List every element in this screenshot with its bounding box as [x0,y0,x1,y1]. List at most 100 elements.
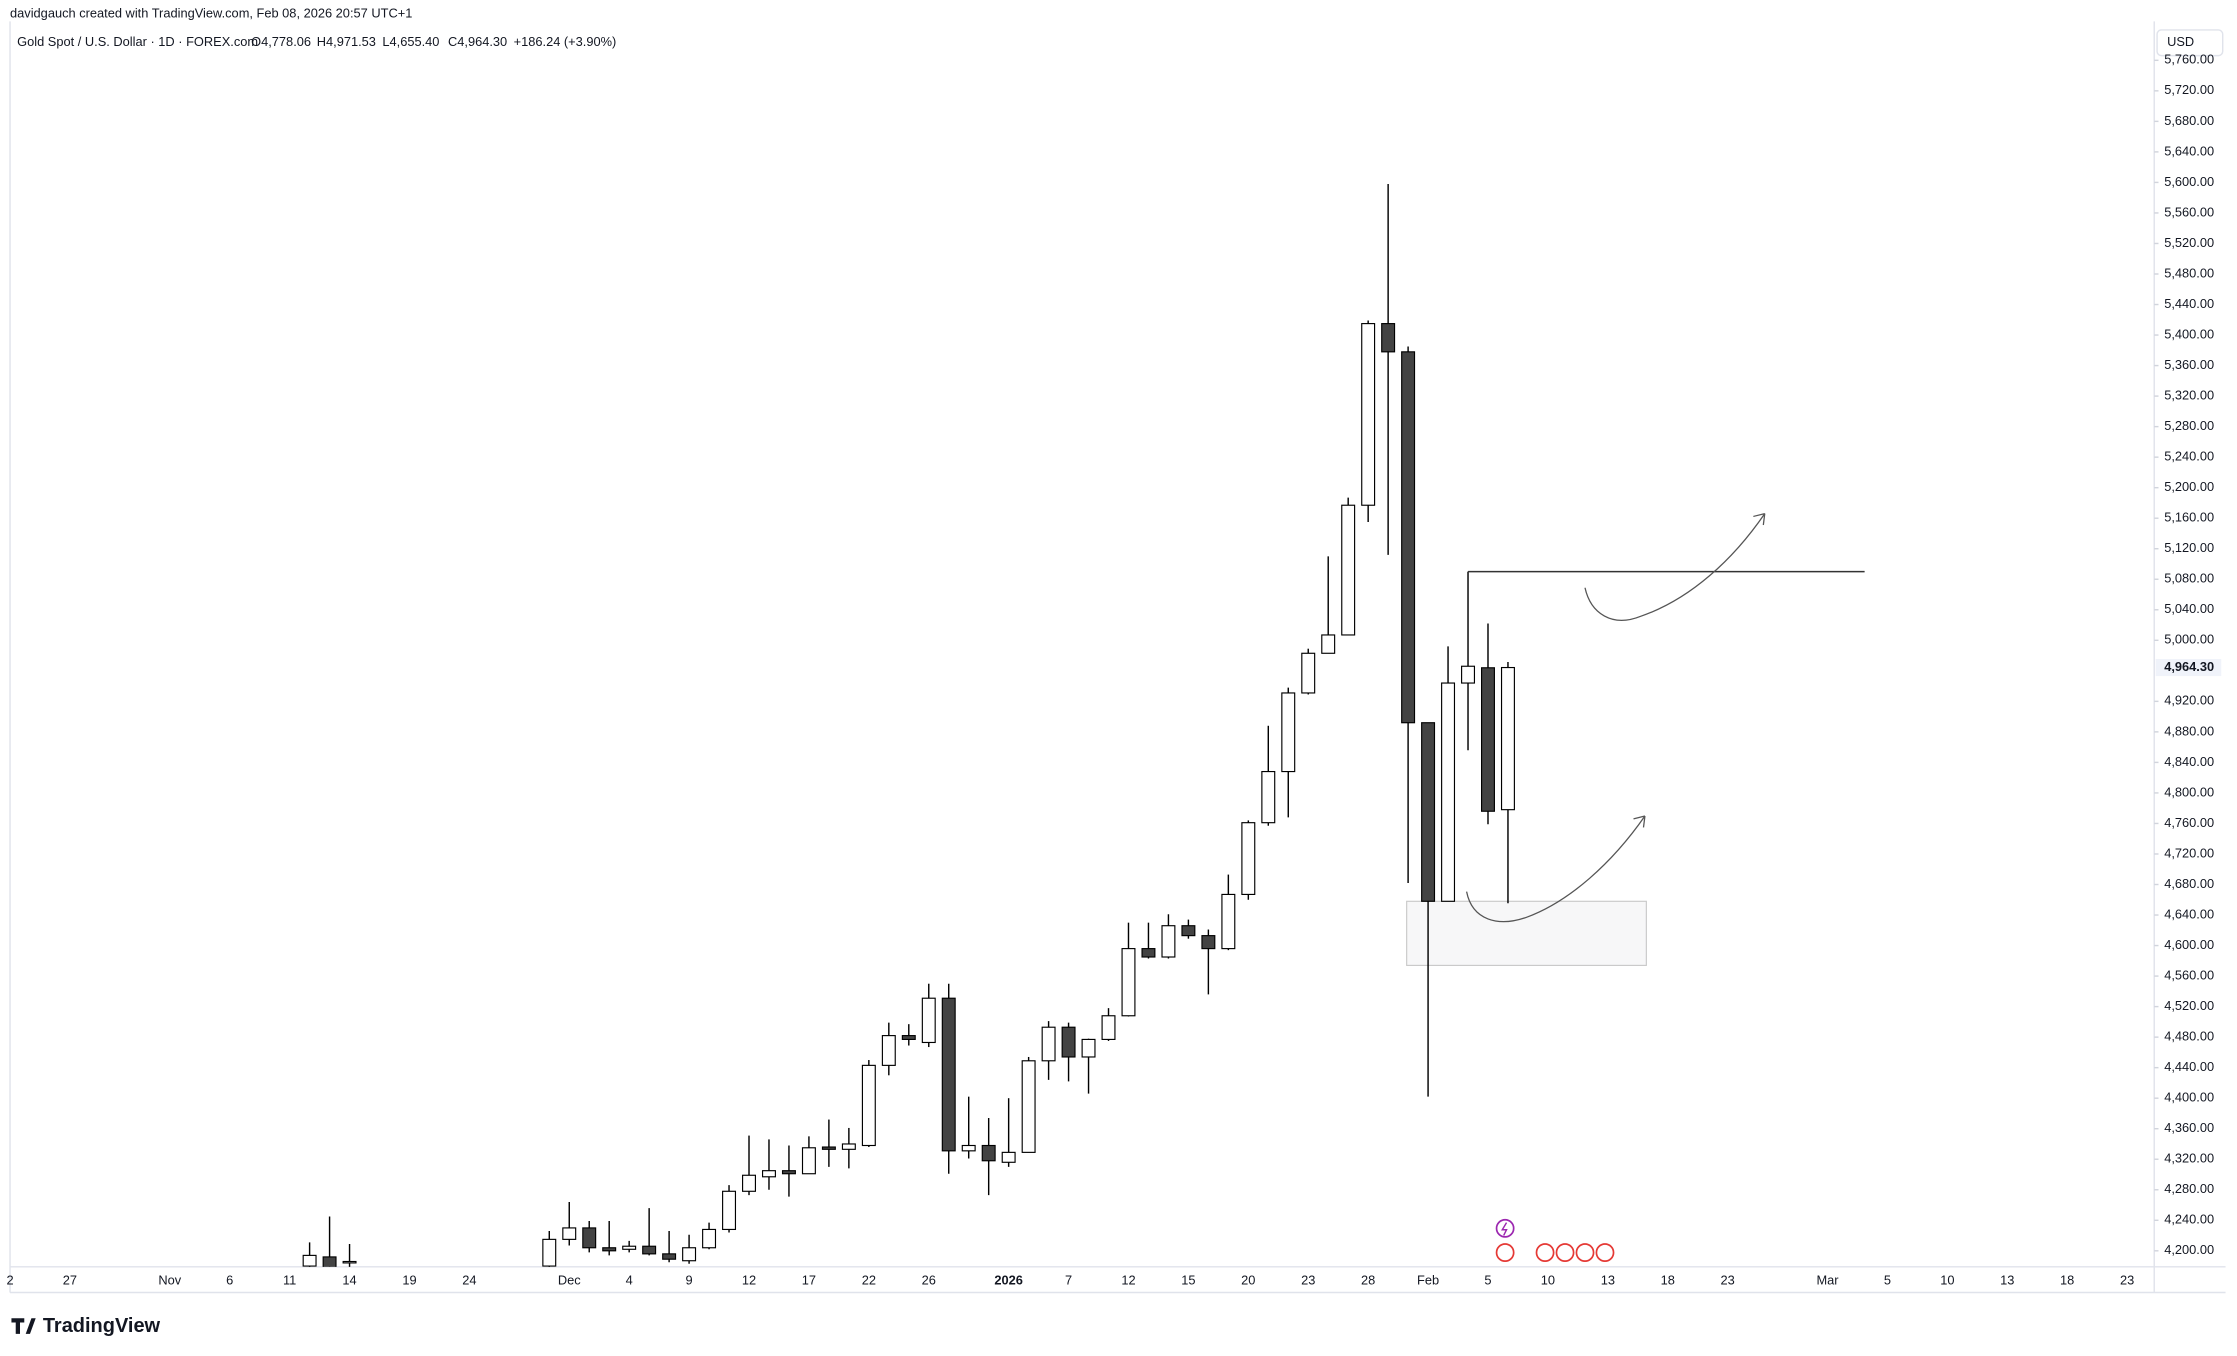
candle-body [881,1035,896,1066]
event-flag[interactable] [1535,1243,1555,1262]
candle-body [1061,1026,1076,1058]
y-tick-label: 4,400.00 [2164,1090,2214,1105]
candle-body [1341,504,1356,636]
event-flag[interactable] [1575,1243,1595,1262]
candle-body [821,1146,836,1150]
candle-body [1301,652,1316,694]
x-tick-label: 13 [2000,1272,2014,1287]
x-tick-label: 2 [6,1272,13,1287]
currency-button[interactable] [2156,29,2224,57]
candle-body [861,1064,876,1147]
candle-body [302,1254,317,1267]
x-tick-label: Feb [1417,1272,1439,1287]
x-tick-label: 13 [1601,1272,1615,1287]
candle-body [1381,323,1396,353]
symbol: Gold Spot / U.S. Dollar · 1D · FOREX.com [17,34,258,49]
y-tick-label: 4,680.00 [2164,876,2214,891]
x-tick-label: 14 [342,1272,356,1287]
candle-body [1481,667,1495,812]
candle-body [1421,722,1436,902]
y-tick-label: 4,240.00 [2164,1212,2214,1227]
candle-body [921,997,936,1044]
y-tick-label: 4,800.00 [2164,784,2214,799]
x-tick-label: 18 [1661,1272,1675,1287]
y-tick-label: 4,600.00 [2164,937,2214,952]
projection-arrow [1465,815,1646,923]
event-flag[interactable] [1495,1243,1515,1262]
drawings [1465,512,1766,923]
event-icon[interactable] [1495,1218,1515,1238]
y-tick-label: 4,360.00 [2164,1120,2214,1135]
y-tick-label: 5,760.00 [2164,52,2214,67]
candle-body [682,1247,697,1262]
y-tick-label: 4,520.00 [2164,998,2214,1013]
y-tick-label: 4,200.00 [2164,1242,2214,1257]
x-tick-label: Mar [1816,1272,1839,1287]
candle-body [981,1144,996,1162]
candle-body [761,1170,776,1178]
currency[interactable]: USD [2167,34,2194,49]
event-glyph [1501,1222,1508,1236]
y-tick-label: 4,560.00 [2164,967,2214,982]
events [1495,1218,1615,1262]
y-tick-label: 5,160.00 [2164,510,2214,525]
y-tick-label: 5,480.00 [2164,265,2214,280]
y-tick-label: 4,320.00 [2164,1151,2214,1166]
candle-body [1121,948,1136,1017]
y-tick-label: 5,320.00 [2164,387,2214,402]
x-tick-label: Dec [558,1272,581,1287]
candle-body [702,1228,717,1249]
x-tick-label: 5 [1884,1272,1891,1287]
y-tick-label: 5,600.00 [2164,174,2214,189]
candle-body [1221,893,1236,950]
x-tick-label: 7 [1065,1272,1072,1287]
logo-mark [11,1318,36,1334]
arrow-head [1633,815,1646,828]
x-tick-label: 22 [862,1272,876,1287]
candle-body [1241,822,1256,895]
candle-body [1161,925,1176,958]
last-price-label: 4,964.30 [2164,659,2214,674]
x-tick-label: 2026 [994,1272,1023,1287]
candle-body [961,1144,976,1152]
candle-body [941,997,956,1152]
x-tick-label: 23 [1301,1272,1315,1287]
candle-body [1021,1060,1036,1153]
y-tick-label: 5,680.00 [2164,113,2214,128]
arrow-head [1753,512,1766,526]
candle-body [1081,1038,1096,1058]
y-tick-label: 5,080.00 [2164,571,2214,586]
candle-body [642,1245,657,1255]
x-tick-label: 18 [2060,1272,2074,1287]
event-flag[interactable] [1555,1243,1575,1262]
candle-body [1001,1151,1016,1163]
event-flag[interactable] [1595,1243,1615,1262]
x-tick-label: 5 [1484,1272,1491,1287]
y-tick-label: 4,480.00 [2164,1029,2214,1044]
candle-body [1461,665,1476,684]
candle-body [1361,323,1376,506]
candle-body [622,1245,637,1250]
x-tick-label: 15 [1181,1272,1195,1287]
candle-body [781,1170,796,1175]
y-tick-label: 5,560.00 [2164,204,2214,219]
candle-body [1281,692,1296,773]
symbol-legend: Gold Spot / U.S. Dollar · 1D · FOREX.com… [17,34,616,49]
x-tick-label: 26 [922,1272,936,1287]
x-tick-label: 19 [402,1272,416,1287]
x-tick-label: 17 [802,1272,816,1287]
y-tick-label: 5,440.00 [2164,296,2214,311]
candle-body [1321,634,1336,654]
open-value: O4,778.06 [251,34,311,49]
y-tick-label: 5,360.00 [2164,357,2214,372]
x-tick-label: 10 [1541,1272,1555,1287]
candle-body [1101,1015,1116,1040]
x-tick-label: 12 [1121,1272,1135,1287]
zone [1406,900,1647,966]
y-tick-label: 5,400.00 [2164,326,2214,341]
candle-body [1141,948,1156,958]
change: +186.24 (+3.90%) [514,34,617,49]
x-tick-label: 12 [742,1272,756,1287]
